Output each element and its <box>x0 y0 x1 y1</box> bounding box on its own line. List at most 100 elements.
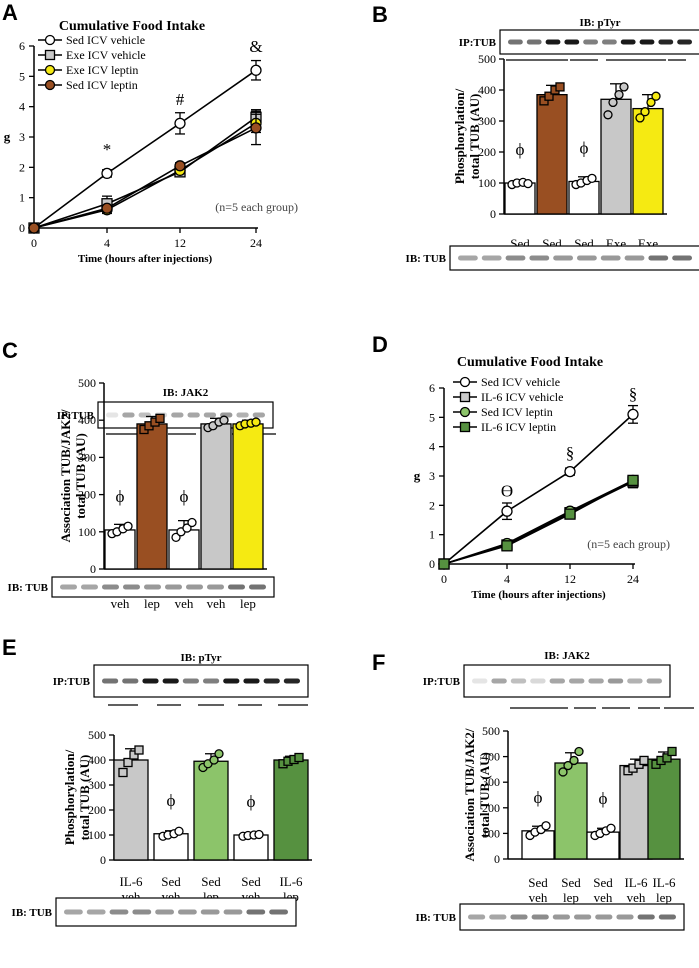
blot-band <box>583 39 598 45</box>
blot-band <box>171 412 184 418</box>
significance-mark: ϴ <box>501 482 513 501</box>
bar <box>232 423 264 570</box>
bar <box>632 107 664 215</box>
ip-label: IP:TUB <box>459 37 497 49</box>
category-label: veh <box>529 890 548 905</box>
y-tick-label: 2 <box>19 160 25 174</box>
y-tick-label: 0 <box>100 853 106 867</box>
panel-label: B <box>372 2 388 27</box>
legend-marker <box>44 79 56 91</box>
significance-mark: § <box>566 443 575 462</box>
blot-band <box>223 678 240 684</box>
panel-label: E <box>2 635 17 660</box>
panel-c: C IB: JAK2 IP:TUB 0 100 200 300 400 500 Associati… <box>2 338 276 611</box>
panel-f: F IB: JAK2IP:TUB0100200300400500Associati… <box>372 650 694 931</box>
data-point <box>182 523 192 533</box>
x-tick-label: 0 <box>441 572 447 586</box>
blot-band <box>491 678 507 684</box>
bar <box>200 423 232 570</box>
data-point <box>123 521 133 531</box>
blot-band <box>602 39 617 45</box>
y-tick-label: 0 <box>429 557 435 571</box>
y-axis-label: g <box>414 468 421 483</box>
blot-band <box>624 255 645 261</box>
category-label: veh <box>207 596 226 611</box>
significance-mark: ϕ <box>580 138 589 157</box>
blot-band <box>508 39 523 45</box>
blot-band <box>200 909 220 915</box>
series-line <box>443 479 634 565</box>
data-point <box>563 760 573 771</box>
y-axis-label: Phosphorylation/total TUB (AU) <box>452 88 482 184</box>
data-point <box>564 465 576 478</box>
data-point <box>28 222 40 234</box>
y-tick-label: 2 <box>429 498 435 512</box>
blot-band <box>588 678 604 684</box>
chart-title: Cumulative Food Intake <box>457 355 603 370</box>
blot-top-label: IB: pTyr <box>579 17 620 29</box>
blot-band <box>60 584 77 590</box>
x-tick-label: 4 <box>104 236 110 250</box>
y-axis-label-line: total TUB (AU) <box>477 752 492 838</box>
blot-band <box>545 39 561 45</box>
blot-band <box>595 914 613 920</box>
data-point <box>134 745 144 755</box>
blot-band <box>553 255 573 261</box>
y-tick-label: 1 <box>19 191 25 205</box>
data-point <box>603 110 613 120</box>
sample-size-note: (n=5 each group) <box>215 200 298 214</box>
data-point <box>155 413 165 423</box>
data-point <box>101 202 113 214</box>
blot-band <box>223 909 243 915</box>
ip-label: IP:TUB <box>53 676 91 688</box>
legend-marker <box>44 64 56 76</box>
blot-band <box>283 678 300 684</box>
blot-band <box>178 909 197 915</box>
data-point <box>129 750 139 760</box>
blot-band <box>472 678 488 684</box>
data-point <box>619 82 629 92</box>
blot-band <box>646 678 662 684</box>
y-tick-label: 0 <box>490 207 496 221</box>
blot-band <box>505 255 526 261</box>
blot-band <box>102 584 119 590</box>
y-axis-label-line: total TUB (AU) <box>467 94 482 180</box>
blot-band <box>577 255 597 261</box>
blot-band <box>203 678 220 684</box>
category-label: IL-6 <box>279 874 303 889</box>
top-blot-image <box>463 664 671 698</box>
y-tick-label: 6 <box>429 381 435 395</box>
blot-band <box>552 914 570 920</box>
y-tick-label: 300 <box>78 450 96 464</box>
data-point <box>209 755 219 765</box>
y-tick-label: 400 <box>478 83 496 97</box>
data-point <box>118 767 128 778</box>
panel-label: C <box>2 338 18 363</box>
category-label: veh <box>594 890 613 905</box>
y-tick-label: 6 <box>19 39 25 53</box>
category-label: lep <box>144 596 160 611</box>
blot-band <box>252 412 265 418</box>
y-tick-label: 400 <box>78 413 96 427</box>
category-label: Sed <box>161 874 181 889</box>
bar <box>619 764 653 860</box>
data-point <box>539 96 549 106</box>
y-tick-label: 100 <box>78 525 96 539</box>
x-tick-label: 12 <box>174 236 186 250</box>
y-axis-label: Association TUB/JAK2/total TUB (AU) <box>58 409 88 542</box>
blot-band <box>106 412 119 418</box>
x-tick-label: 24 <box>627 572 639 586</box>
significance-mark: § <box>629 385 638 404</box>
significance-mark: * <box>103 140 112 159</box>
bar <box>136 423 168 570</box>
data-point <box>187 517 197 528</box>
x-tick-label: 24 <box>250 236 262 250</box>
x-tick-label: 4 <box>504 572 510 586</box>
blot-band <box>165 584 182 590</box>
category-label: lep <box>240 596 256 611</box>
category-label: veh <box>111 596 130 611</box>
data-point <box>574 746 584 757</box>
y-tick-label: 4 <box>429 440 435 454</box>
y-tick-label: 100 <box>482 826 500 840</box>
